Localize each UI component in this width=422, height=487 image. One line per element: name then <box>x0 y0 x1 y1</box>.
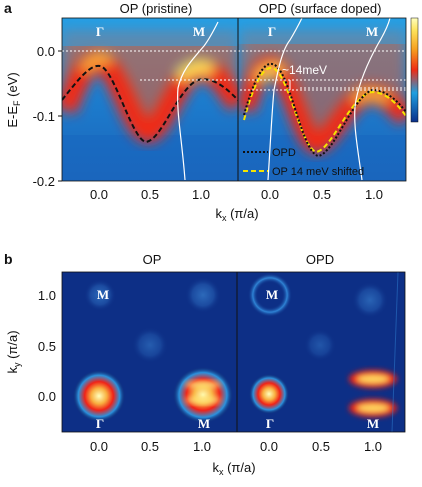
m-point-label-b-opd-2: M <box>367 416 379 431</box>
xtick-b-right-1: 1.0 <box>364 439 382 454</box>
panel-b-xlabel: kx (π/a) <box>212 460 255 477</box>
xtick-a-right-0: 0.0 <box>261 187 279 202</box>
xtick-b-left-1: 1.0 <box>193 439 211 454</box>
panel-a-title-left: OP (pristine) <box>120 1 193 16</box>
legend-opd: OPD <box>272 147 296 159</box>
xtick-b-left-0-5: 0.5 <box>141 439 159 454</box>
intensity-colorbar <box>410 17 419 123</box>
gamma-point-label-opd: Γ <box>268 24 276 39</box>
m-point-label-b-op: M <box>97 287 109 302</box>
gamma-point-label: Γ <box>96 24 104 39</box>
xtick-a-right-1: 1.0 <box>365 187 383 202</box>
panel-b-label: b <box>4 251 13 267</box>
panel-b-y-axis: 1.0 0.5 0.0 ky (π/a) <box>5 288 56 404</box>
m-point-label-b-op-2: M <box>198 416 210 431</box>
panel-b-x-axis: 0.0 0.5 1.0 0.0 0.5 1.0 kx (π/a) <box>90 439 382 477</box>
op-edc-curve <box>177 21 219 181</box>
opd-band-dotted-line <box>243 62 406 158</box>
ytick-0: 0.0 <box>37 44 55 59</box>
m-point-label-b-opd: M <box>266 287 278 302</box>
xtick-b-left-0: 0.0 <box>90 439 108 454</box>
panel-a-frame <box>61 17 407 182</box>
panel-b-title-left: OP <box>143 252 162 267</box>
panel-b-left-fermi-surface <box>62 272 237 432</box>
panel-a-x-axis: 0.0 0.5 1.0 0.0 0.5 1.0 kx (π/a) <box>90 187 383 223</box>
panel-a-left-spectrum <box>62 18 238 181</box>
panel-b-title-right: OPD <box>306 252 334 267</box>
ytick-neg-0-2: -0.2 <box>33 174 55 189</box>
panel-a-right-spectrum <box>238 18 406 181</box>
panel-a-xlabel: kx (π/a) <box>215 206 258 223</box>
m-point-label-opd: M <box>366 24 378 39</box>
xtick-a-left-1: 1.0 <box>192 187 210 202</box>
panel-a-y-axis: 0.0 -0.1 -0.2 E-EF (eV) <box>5 44 62 189</box>
shift-annotation: ~14meV <box>282 63 327 77</box>
xtick-a-right-0-5: 0.5 <box>313 187 331 202</box>
ytick-b-0-5: 0.5 <box>38 339 56 354</box>
opd-edc-curve-2 <box>354 18 391 181</box>
xtick-a-left-0: 0.0 <box>90 187 108 202</box>
xtick-b-right-0: 0.0 <box>260 439 278 454</box>
xtick-a-left-0-5: 0.5 <box>141 187 159 202</box>
panel-b-ylabel: ky (π/a) <box>5 330 22 373</box>
panel-a-title-right: OPD (surface doped) <box>259 1 382 16</box>
panel-b-right-fermi-surface <box>237 272 405 432</box>
ytick-b-0: 0.0 <box>38 389 56 404</box>
ytick-b-1: 1.0 <box>38 288 56 303</box>
ytick-neg-0-1: -0.1 <box>33 109 55 124</box>
xtick-b-right-0-5: 0.5 <box>312 439 330 454</box>
panel-a-label: a <box>4 0 12 16</box>
opd-edc-curve <box>267 18 303 181</box>
legend-op-shifted: OP 14 meV shifted <box>272 166 364 178</box>
gamma-point-label-b-op: Γ <box>96 416 104 431</box>
op-band-dispersion-line <box>62 64 238 144</box>
panel-a-legend: OPD OP 14 meV shifted <box>243 147 364 178</box>
panel-a-ylabel: E-EF (eV) <box>5 72 22 127</box>
gamma-point-label-b-opd: Γ <box>266 416 274 431</box>
m-point-label: M <box>193 24 205 39</box>
panel-b-frame <box>61 271 406 433</box>
op-shifted-band-line <box>243 66 406 154</box>
